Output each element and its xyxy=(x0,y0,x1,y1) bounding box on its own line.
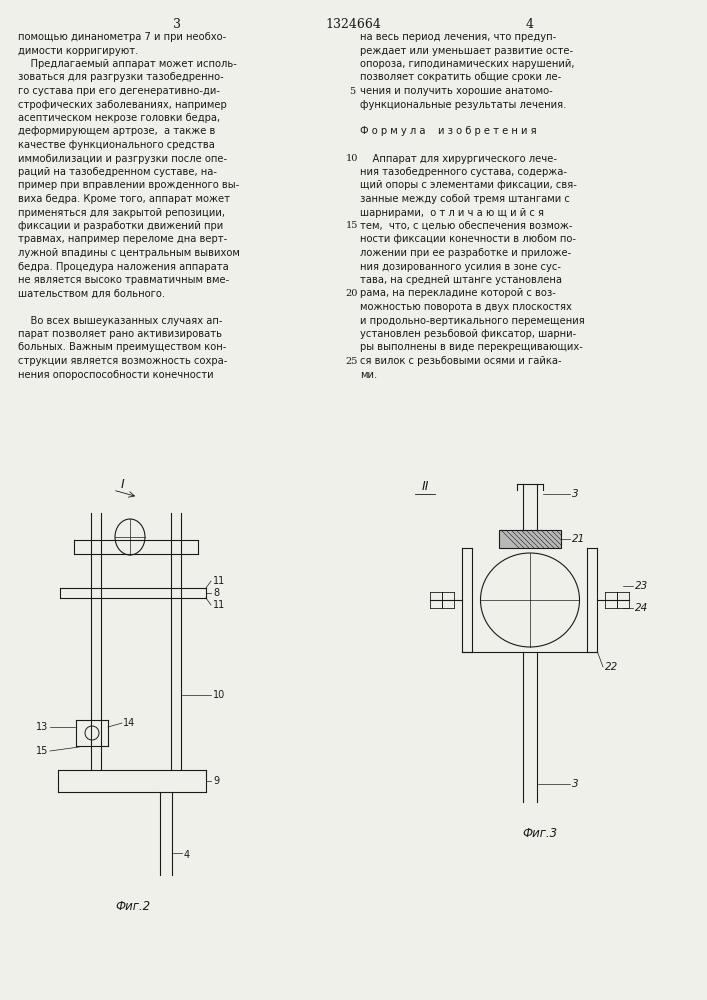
Text: 3: 3 xyxy=(173,18,181,31)
Text: 13: 13 xyxy=(36,722,48,732)
Text: травмах, например переломе дна верт-: травмах, например переломе дна верт- xyxy=(18,234,227,244)
Text: бедра. Процедура наложения аппарата: бедра. Процедура наложения аппарата xyxy=(18,261,229,271)
Text: струкции является возможность сохра-: струкции является возможность сохра- xyxy=(18,356,228,366)
Text: Предлагаемый аппарат может исполь-: Предлагаемый аппарат может исполь- xyxy=(18,59,237,69)
Text: 4: 4 xyxy=(184,850,190,860)
Text: пример при вправлении врожденного вы-: пример при вправлении врожденного вы- xyxy=(18,180,239,190)
Text: ложении при ее разработке и приложе-: ложении при ее разработке и приложе- xyxy=(360,248,571,258)
Text: парат позволяет рано активизировать: парат позволяет рано активизировать xyxy=(18,329,222,339)
Text: 20: 20 xyxy=(346,289,358,298)
Text: ся вилок с резьбовыми осями и гайка-: ся вилок с резьбовыми осями и гайка- xyxy=(360,356,561,366)
Text: зоваться для разгрузки тазобедренно-: зоваться для разгрузки тазобедренно- xyxy=(18,73,223,83)
Text: го сустава при его дегенеративно-ди-: го сустава при его дегенеративно-ди- xyxy=(18,86,220,96)
Text: 10: 10 xyxy=(346,154,358,163)
Text: позволяет сократить общие сроки ле-: позволяет сократить общие сроки ле- xyxy=(360,73,561,83)
Text: 3: 3 xyxy=(572,489,578,499)
Text: 3: 3 xyxy=(572,779,578,789)
Text: димости корригируют.: димости корригируют. xyxy=(18,45,139,55)
Text: 15: 15 xyxy=(36,746,48,756)
Text: реждает или уменьшает развитие осте-: реждает или уменьшает развитие осте- xyxy=(360,45,573,55)
Text: 11: 11 xyxy=(213,600,226,610)
Text: асептическом некрозе головки бедра,: асептическом некрозе головки бедра, xyxy=(18,113,220,123)
Text: деформирующем артрозе,  а также в: деформирующем артрозе, а также в xyxy=(18,126,216,136)
Text: 9: 9 xyxy=(213,776,219,786)
Text: рама, на перекладине которой с воз-: рама, на перекладине которой с воз- xyxy=(360,288,556,298)
Text: фиксации и разработки движений при: фиксации и разработки движений при xyxy=(18,221,223,231)
Text: Фиг.3: Фиг.3 xyxy=(522,827,558,840)
Text: Аппарат для хирургического лече-: Аппарат для хирургического лече- xyxy=(360,153,557,163)
Text: ности фиксации конечности в любом по-: ности фиксации конечности в любом по- xyxy=(360,234,576,244)
Text: и продольно-вертикального перемещения: и продольно-вертикального перемещения xyxy=(360,316,585,326)
Text: строфических заболеваниях, например: строфических заболеваниях, например xyxy=(18,100,227,109)
Text: качестве функционального средства: качестве функционального средства xyxy=(18,140,215,150)
Text: занные между собой тремя штангами с: занные между собой тремя штангами с xyxy=(360,194,570,204)
Text: 21: 21 xyxy=(572,534,585,544)
Text: опороза, гиподинамических нарушений,: опороза, гиподинамических нарушений, xyxy=(360,59,575,69)
Text: ми.: ми. xyxy=(360,369,378,379)
Text: II: II xyxy=(421,481,428,493)
Text: не является высоко травматичным вме-: не является высоко травматичным вме- xyxy=(18,275,229,285)
Text: тем,  что, с целью обеспечения возмож-: тем, что, с целью обеспечения возмож- xyxy=(360,221,573,231)
Bar xyxy=(499,530,561,548)
Text: Фиг.2: Фиг.2 xyxy=(115,900,151,913)
Text: применяться для закрытой репозиции,: применяться для закрытой репозиции, xyxy=(18,208,225,218)
Text: можностью поворота в двух плоскостях: можностью поворота в двух плоскостях xyxy=(360,302,572,312)
Text: функциональные результаты лечения.: функциональные результаты лечения. xyxy=(360,100,566,109)
Text: 11: 11 xyxy=(213,576,226,586)
Text: тава, на средней штанге установлена: тава, на средней штанге установлена xyxy=(360,275,562,285)
Text: на весь период лечения, что предуп-: на весь период лечения, что предуп- xyxy=(360,32,556,42)
Text: 15: 15 xyxy=(346,222,358,231)
Text: установлен резьбовой фиксатор, шарни-: установлен резьбовой фиксатор, шарни- xyxy=(360,329,576,339)
Text: лужной впадины с центральным вывихом: лужной впадины с центральным вывихом xyxy=(18,248,240,258)
Text: Ф о р м у л а    и з о б р е т е н и я: Ф о р м у л а и з о б р е т е н и я xyxy=(360,126,537,136)
Text: Во всех вышеуказанных случаях ап-: Во всех вышеуказанных случаях ап- xyxy=(18,316,223,326)
Text: 1324664: 1324664 xyxy=(325,18,381,31)
Text: 25: 25 xyxy=(346,357,358,365)
Text: 14: 14 xyxy=(123,718,135,728)
Text: 23: 23 xyxy=(635,581,648,591)
Text: раций на тазобедренном суставе, на-: раций на тазобедренном суставе, на- xyxy=(18,167,217,177)
Text: 8: 8 xyxy=(213,588,219,598)
Text: ры выполнены в виде перекрещивающих-: ры выполнены в виде перекрещивающих- xyxy=(360,342,583,353)
Text: иммобилизации и разгрузки после опе-: иммобилизации и разгрузки после опе- xyxy=(18,153,227,163)
Text: 4: 4 xyxy=(526,18,534,31)
Text: шарнирами,  о т л и ч а ю щ и й с я: шарнирами, о т л и ч а ю щ и й с я xyxy=(360,208,544,218)
Text: шательством для больного.: шательством для больного. xyxy=(18,288,165,298)
Text: 24: 24 xyxy=(635,603,648,613)
Text: 10: 10 xyxy=(213,690,226,700)
Text: 5: 5 xyxy=(349,87,355,96)
Text: больных. Важным преимуществом кон-: больных. Важным преимуществом кон- xyxy=(18,342,226,353)
Text: помощью динанометра 7 и при необхо-: помощью динанометра 7 и при необхо- xyxy=(18,32,226,42)
Text: щий опоры с элементами фиксации, свя-: щий опоры с элементами фиксации, свя- xyxy=(360,180,577,190)
Text: нения опороспособности конечности: нения опороспособности конечности xyxy=(18,369,214,379)
Text: чения и получить хорошие анатомо-: чения и получить хорошие анатомо- xyxy=(360,86,553,96)
Text: ния дозированного усилия в зоне сус-: ния дозированного усилия в зоне сус- xyxy=(360,261,561,271)
Text: I: I xyxy=(121,479,125,491)
Text: ния тазобедренного сустава, содержа-: ния тазобедренного сустава, содержа- xyxy=(360,167,567,177)
Text: виха бедра. Кроме того, аппарат может: виха бедра. Кроме того, аппарат может xyxy=(18,194,230,204)
Text: 22: 22 xyxy=(605,662,618,672)
